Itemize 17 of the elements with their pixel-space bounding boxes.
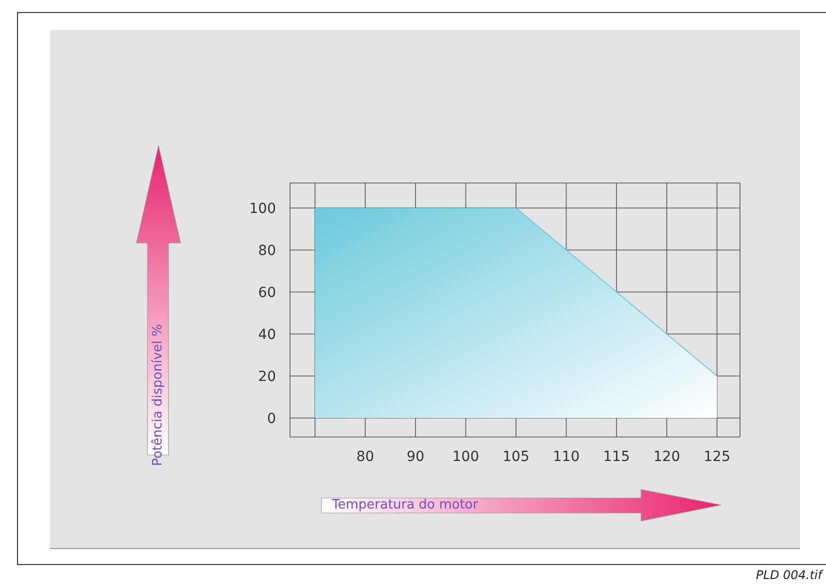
x-tick-label: 80 xyxy=(356,448,374,465)
x-axis-title: Temperatura do motor xyxy=(332,498,478,512)
y-tick-label: 80 xyxy=(258,242,276,259)
text: PLD 004.tif xyxy=(756,568,822,582)
y-tick-label: 0 xyxy=(267,410,276,427)
y-tick-label: 40 xyxy=(258,326,276,343)
x-tick-label: 90 xyxy=(406,448,424,465)
x-tick-label: 100 xyxy=(452,448,480,465)
text: Potência disponível % xyxy=(150,324,166,466)
y-tick-label: 60 xyxy=(258,284,276,301)
y-tick-label: 20 xyxy=(258,368,276,385)
x-tick-label: 105 xyxy=(502,448,530,465)
x-tick-label: 125 xyxy=(704,448,730,465)
y-tick-label: 100 xyxy=(249,200,276,217)
x-tick-label: 120 xyxy=(653,448,680,465)
x-tick-label: 115 xyxy=(603,448,630,465)
x-tick-label: 110 xyxy=(552,448,580,465)
